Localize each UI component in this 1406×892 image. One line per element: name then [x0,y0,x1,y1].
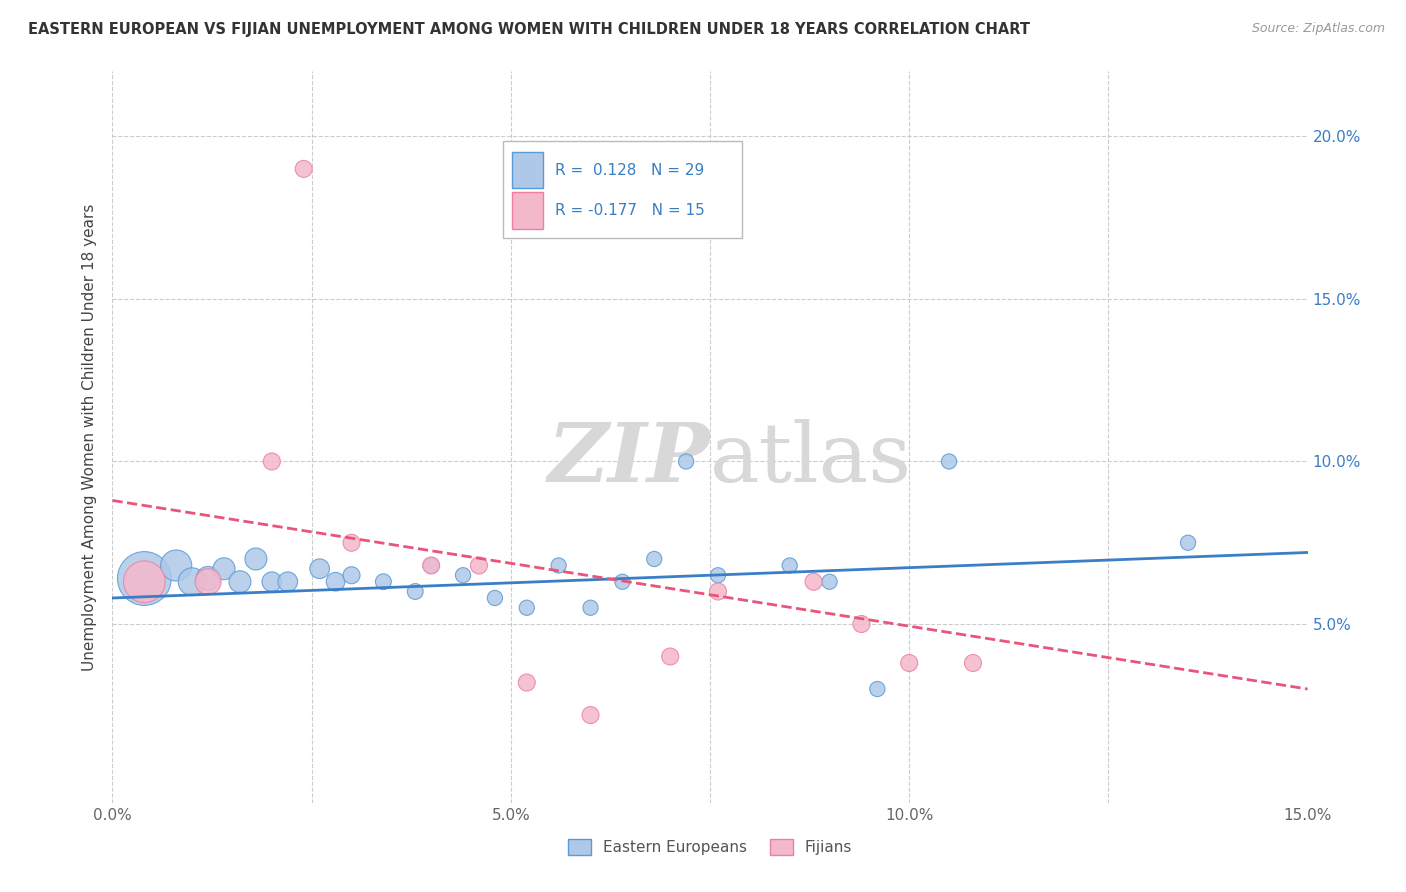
Point [803,574,825,589]
Text: atlas: atlas [710,419,912,499]
Point [260,574,283,589]
Point [181,574,204,589]
Point [898,656,921,670]
Text: R = -0.177   N = 15: R = -0.177 N = 15 [555,203,706,219]
Point [643,552,665,566]
Point [779,558,801,573]
Point [579,708,602,723]
Point [292,161,315,176]
Point [707,584,730,599]
Point [1177,535,1199,549]
Point [938,454,960,468]
Point [818,574,841,589]
Point [277,574,299,589]
Point [165,558,187,573]
Y-axis label: Unemployment Among Women with Children Under 18 years: Unemployment Among Women with Children U… [82,203,97,671]
Point [516,600,538,615]
Point [260,454,283,468]
Point [579,600,602,615]
Text: Source: ZipAtlas.com: Source: ZipAtlas.com [1251,22,1385,36]
Point [851,617,873,632]
Point [659,649,682,664]
Point [404,584,426,599]
Point [866,681,889,696]
Point [612,574,634,589]
Point [707,568,730,582]
Point [962,656,984,670]
Point [197,572,219,586]
Legend: Eastern Europeans, Fijians: Eastern Europeans, Fijians [561,833,859,861]
Point [451,568,474,582]
Point [484,591,506,605]
Point [420,558,443,573]
Point [308,562,330,576]
Text: R =  0.128   N = 29: R = 0.128 N = 29 [555,162,704,178]
Point [547,558,569,573]
Point [325,574,347,589]
Point [229,574,252,589]
Text: EASTERN EUROPEAN VS FIJIAN UNEMPLOYMENT AMONG WOMEN WITH CHILDREN UNDER 18 YEARS: EASTERN EUROPEAN VS FIJIAN UNEMPLOYMENT … [28,22,1031,37]
Point [516,675,538,690]
Point [197,574,219,589]
Point [340,568,363,582]
Point [245,552,267,566]
Point [212,562,235,576]
Point [420,558,443,573]
Text: ZIP: ZIP [547,419,710,499]
Point [675,454,697,468]
Point [373,574,395,589]
Point [134,574,156,589]
Point [340,535,363,549]
Point [134,572,156,586]
Point [468,558,491,573]
